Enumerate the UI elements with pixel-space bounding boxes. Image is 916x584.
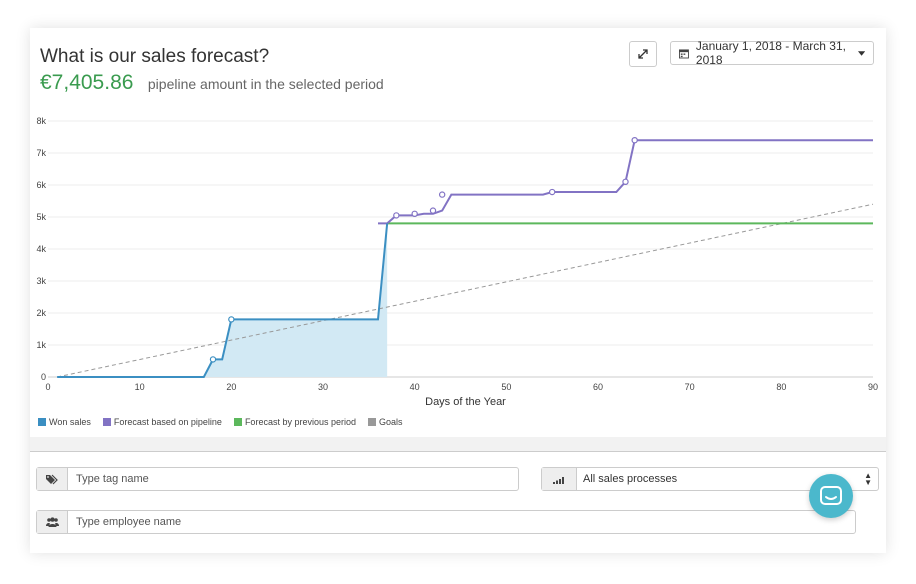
- pipeline-addon: [542, 468, 577, 490]
- calendar-icon: [679, 48, 689, 58]
- caret-down-icon: [857, 50, 865, 56]
- select-arrows-icon: ▲ ▼: [864, 471, 872, 487]
- forecast-pipeline-point: [438, 191, 446, 198]
- sales-forecast-chart: 0 1k 2k 3k 4k 5k 6k 7k 8k 0 10 20 30 40 50 60 70 80 90 Days…: [36, 116, 878, 408]
- users-addon: [37, 511, 68, 533]
- y-tick-label: 1k: [36, 340, 46, 350]
- pipeline-summary: €7,405.86 pipeline amount in the selecte…: [40, 71, 384, 95]
- x-tick-label: 0: [45, 382, 50, 392]
- forecast-pipeline-point: [622, 178, 629, 186]
- won-sales-line: [57, 223, 389, 378]
- tag-input[interactable]: [68, 468, 518, 490]
- y-tick-label: 2k: [36, 308, 46, 318]
- sales-process-select[interactable]: All sales processes ▲ ▼: [577, 468, 878, 490]
- forecast-pipeline-point: [411, 210, 418, 218]
- legend-swatch: [368, 418, 376, 426]
- forecast-pipeline-point: [631, 137, 638, 144]
- chat-icon: [820, 486, 842, 505]
- section-divider: [30, 437, 886, 452]
- y-tick-label: 0: [41, 372, 46, 382]
- y-tick-label: 7k: [36, 148, 46, 158]
- date-range-picker[interactable]: January 1, 2018 - March 31, 2018: [670, 39, 874, 67]
- date-range-label: January 1, 2018 - March 31, 2018: [695, 39, 846, 67]
- x-tick-label: 10: [135, 382, 145, 392]
- forecast-pipeline-point: [393, 212, 400, 219]
- sales-forecast-card: What is our sales forecast? €7,405.86 pi…: [30, 28, 886, 553]
- legend-item-won-sales[interactable]: Won sales: [38, 417, 91, 427]
- pipeline-icon: [553, 476, 564, 484]
- employee-input[interactable]: [68, 511, 855, 533]
- goals-line: [57, 203, 874, 378]
- chat-launcher-button[interactable]: [809, 474, 853, 518]
- legend-label: Forecast by previous period: [244, 417, 356, 427]
- legend-swatch: [102, 418, 111, 426]
- tag-filter: [36, 467, 519, 491]
- y-tick-label: 8k: [36, 116, 46, 126]
- expand-icon: [638, 49, 648, 59]
- y-tick-label: 4k: [36, 244, 46, 254]
- expand-button[interactable]: [629, 41, 657, 67]
- y-tick-label: 3k: [36, 276, 46, 286]
- won-sales-area: [57, 223, 388, 377]
- x-tick-label: 20: [226, 382, 236, 392]
- legend-item-forecast-previous[interactable]: Forecast by previous period: [233, 417, 356, 427]
- page-title: What is our sales forecast?: [40, 46, 270, 67]
- tag-icon: [45, 474, 58, 484]
- legend-label: Goals: [379, 417, 403, 427]
- employee-filter: [36, 510, 856, 534]
- x-tick-label: 70: [685, 382, 695, 392]
- legend-swatch: [38, 418, 46, 426]
- users-icon: [45, 517, 59, 527]
- won-sales-point: [228, 316, 235, 323]
- sales-process-value: All sales processes: [583, 473, 678, 485]
- legend-label: Forecast based on pipeline: [113, 417, 222, 427]
- forecast-pipeline-point: [548, 188, 556, 196]
- pipeline-amount-description: pipeline amount in the selected period: [147, 76, 384, 92]
- y-tick-label: 5k: [36, 212, 46, 222]
- legend-swatch: [233, 418, 242, 426]
- legend-item-forecast-pipeline[interactable]: Forecast based on pipeline: [102, 417, 222, 427]
- tag-addon: [37, 468, 68, 490]
- x-tick-label: 80: [776, 382, 786, 392]
- x-tick-label: 50: [501, 382, 511, 392]
- chart-legend: Won sales Forecast based on pipeline For…: [38, 417, 403, 427]
- x-tick-label: 90: [868, 382, 878, 392]
- y-tick-label: 6k: [36, 180, 46, 190]
- legend-item-goals[interactable]: Goals: [368, 417, 403, 427]
- x-tick-label: 60: [593, 382, 603, 392]
- forecast-pipeline-point: [429, 207, 437, 214]
- pipeline-amount: €7,405.86: [40, 71, 134, 94]
- x-tick-label: 30: [318, 382, 328, 392]
- x-tick-label: 40: [410, 382, 420, 392]
- legend-label: Won sales: [49, 417, 91, 427]
- x-axis-label: Days of the Year: [425, 396, 506, 408]
- won-sales-point: [209, 356, 217, 363]
